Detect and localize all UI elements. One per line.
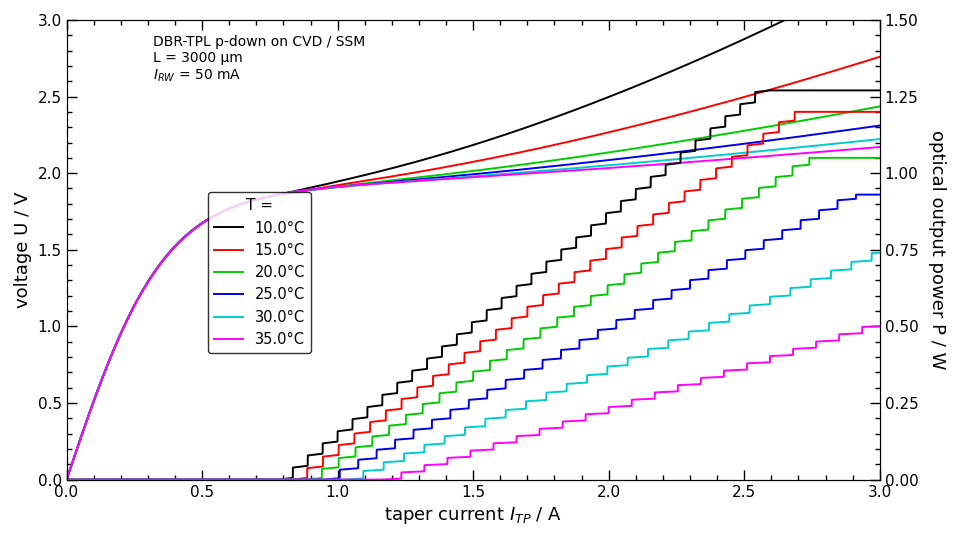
35.0°C [258,194,270,201]
15.0°C [868,56,879,62]
Line: 35.0°C: 35.0°C [66,147,879,480]
10.0°C [254,195,266,202]
15.0°C [250,197,261,203]
15.0°C [368,176,379,183]
10.0°C [250,197,261,203]
30.0°C [258,194,270,201]
Line: 15.0°C: 15.0°C [66,57,879,480]
20.0°C [425,173,437,179]
35.0°C [874,144,885,150]
Text: DBR-TPL p-down on CVD / SSM
L = 3000 μm
$I_{RW}$ = 50 mA: DBR-TPL p-down on CVD / SSM L = 3000 μm … [154,35,366,84]
35.0°C [250,197,261,203]
25.0°C [60,476,72,483]
25.0°C [868,123,879,130]
15.0°C [258,194,270,201]
20.0°C [368,179,379,186]
10.0°C [425,154,437,161]
15.0°C [874,53,885,60]
Line: 30.0°C: 30.0°C [66,139,879,480]
30.0°C [60,476,72,483]
15.0°C [60,476,72,483]
15.0°C [425,166,437,173]
Line: 25.0°C: 25.0°C [66,126,879,480]
25.0°C [425,175,437,181]
X-axis label: taper current $I_{TP}$ / A: taper current $I_{TP}$ / A [384,505,562,526]
Line: 20.0°C: 20.0°C [66,106,879,480]
10.0°C [258,194,270,201]
20.0°C [250,197,261,203]
10.0°C [368,170,379,176]
30.0°C [425,177,437,183]
Y-axis label: optical output power P / W: optical output power P / W [928,130,947,369]
20.0°C [874,103,885,110]
25.0°C [874,123,885,129]
25.0°C [258,194,270,201]
30.0°C [868,137,879,143]
25.0°C [368,180,379,187]
35.0°C [368,181,379,187]
Line: 10.0°C: 10.0°C [66,0,879,480]
30.0°C [368,181,379,187]
30.0°C [254,195,266,202]
Y-axis label: voltage U / V: voltage U / V [13,192,32,308]
Legend: 10.0°C, 15.0°C, 20.0°C, 25.0°C, 30.0°C, 35.0°C: 10.0°C, 15.0°C, 20.0°C, 25.0°C, 30.0°C, … [208,192,311,353]
20.0°C [868,104,879,111]
30.0°C [250,197,261,203]
10.0°C [60,476,72,483]
20.0°C [258,194,270,201]
35.0°C [425,177,437,183]
25.0°C [254,195,266,202]
15.0°C [254,195,266,202]
20.0°C [254,195,266,202]
35.0°C [60,476,72,483]
30.0°C [874,136,885,143]
20.0°C [60,476,72,483]
35.0°C [254,195,266,202]
25.0°C [250,197,261,203]
35.0°C [868,144,879,151]
